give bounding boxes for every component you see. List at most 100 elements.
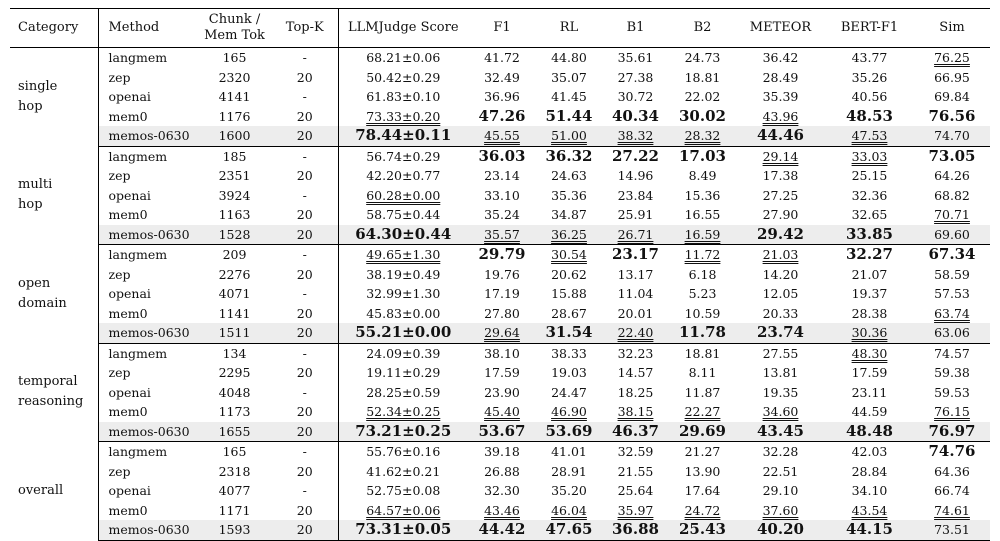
rl-value: 41.01 bbox=[551, 444, 587, 460]
table-row: memos-0630 1593 20 73.31±0.05 44.42 47.65 36.8… bbox=[10, 520, 990, 541]
meteor-value: 29.42 bbox=[757, 224, 804, 243]
b2-value: 18.81 bbox=[684, 69, 721, 85]
b2-cell: 22.02 bbox=[669, 87, 736, 107]
bert-f1-value: 43.54 bbox=[851, 502, 888, 518]
f1-cell: 19.76 bbox=[468, 265, 536, 285]
f1-cell: 29.79 bbox=[468, 245, 536, 265]
f1-value: 39.18 bbox=[484, 444, 520, 460]
category-cell: single hop bbox=[10, 47, 99, 146]
meteor-value: 21.03 bbox=[762, 247, 799, 263]
b2-cell: 15.36 bbox=[669, 186, 736, 206]
topk-cell: 20 bbox=[272, 520, 339, 541]
sim-cell: 69.84 bbox=[914, 87, 990, 107]
llmjudge-cell: 52.75±0.08 bbox=[338, 481, 468, 501]
f1-value: 44.42 bbox=[478, 520, 526, 539]
b1-value: 26.71 bbox=[617, 226, 654, 242]
sim-cell: 63.74 bbox=[914, 304, 990, 324]
rl-value: 19.03 bbox=[551, 365, 587, 381]
sim-value: 76.56 bbox=[928, 106, 976, 125]
b2-value: 15.36 bbox=[684, 187, 721, 203]
llmjudge-cell: 52.34±0.25 bbox=[338, 402, 468, 422]
b1-cell: 38.32 bbox=[602, 126, 669, 147]
bert-f1-value: 33.03 bbox=[851, 148, 888, 164]
llmjudge-cell: 73.21±0.25 bbox=[338, 421, 468, 442]
bert-f1-value: 33.85 bbox=[846, 224, 893, 243]
b2-value: 17.64 bbox=[684, 483, 721, 499]
b1-value: 13.17 bbox=[617, 266, 654, 282]
chunk-cell: 1173 bbox=[218, 404, 251, 420]
sim-value: 66.95 bbox=[934, 69, 970, 85]
bert-f1-cell: 21.07 bbox=[825, 265, 914, 285]
bert-f1-cell: 30.36 bbox=[825, 323, 914, 344]
bert-f1-value: 19.37 bbox=[851, 286, 888, 302]
bert-f1-cell: 44.15 bbox=[825, 520, 914, 541]
header-chunk: Chunk / Mem Tok bbox=[197, 8, 272, 48]
sim-value: 67.34 bbox=[928, 245, 976, 264]
rl-cell: 35.07 bbox=[536, 68, 602, 88]
b2-cell: 24.72 bbox=[669, 501, 736, 521]
header-b2: B2 bbox=[669, 8, 736, 48]
rl-cell: 44.80 bbox=[536, 48, 602, 68]
meteor-value: 12.05 bbox=[762, 286, 799, 302]
f1-value: 32.49 bbox=[484, 69, 520, 85]
sim-cell: 68.82 bbox=[914, 186, 990, 206]
b2-value: 11.72 bbox=[684, 247, 721, 263]
f1-cell: 17.59 bbox=[468, 363, 536, 383]
meteor-cell: 29.14 bbox=[736, 146, 825, 166]
rl-value: 51.00 bbox=[551, 128, 587, 144]
llmjudge-cell: 68.21±0.06 bbox=[338, 48, 468, 68]
rl-cell: 19.03 bbox=[536, 363, 602, 383]
rl-cell: 51.00 bbox=[536, 126, 602, 147]
bert-f1-value: 30.36 bbox=[851, 325, 888, 341]
rl-value: 51.44 bbox=[545, 106, 593, 125]
bert-f1-cell: 44.59 bbox=[825, 402, 914, 422]
llmjudge-cell: 60.28±0.00 bbox=[338, 186, 468, 206]
topk-cell: 20 bbox=[272, 363, 339, 383]
rl-value: 53.69 bbox=[545, 421, 593, 440]
table-row: overall langmem 165 - 55.76±0.16 39.18 41.01 32… bbox=[10, 441, 990, 540]
b1-value: 30.72 bbox=[617, 89, 654, 105]
category-label: multi bbox=[18, 177, 53, 193]
f1-value: 17.19 bbox=[484, 286, 520, 302]
sim-value: 64.26 bbox=[934, 168, 970, 184]
table-row: openai 4048 - 28.25±0.59 23.90 24.47 18.25 11.8… bbox=[10, 382, 990, 403]
llmjudge-cell: 64.57±0.06 bbox=[338, 501, 468, 521]
topk-cell: 20 bbox=[272, 106, 339, 126]
rl-value: 15.88 bbox=[551, 286, 587, 302]
bert-f1-value: 21.07 bbox=[851, 266, 888, 282]
sim-value: 68.82 bbox=[934, 187, 970, 203]
header-method: Method bbox=[98, 8, 197, 48]
b1-cell: 14.96 bbox=[602, 166, 669, 186]
bert-f1-value: 23.11 bbox=[851, 384, 888, 400]
f1-cell: 32.30 bbox=[468, 481, 536, 501]
llmjudge-cell: 45.83±0.00 bbox=[338, 304, 468, 324]
sim-value: 74.61 bbox=[934, 502, 970, 518]
chunk-cell: 165 bbox=[222, 50, 247, 66]
header-topk: Top-K bbox=[272, 8, 339, 48]
rl-cell: 41.01 bbox=[536, 442, 602, 462]
meteor-cell: 36.42 bbox=[736, 48, 825, 68]
method-cell: zep bbox=[108, 168, 131, 184]
header-rl: RL bbox=[536, 8, 602, 48]
bert-f1-value: 40.56 bbox=[851, 89, 888, 105]
bert-f1-value: 28.84 bbox=[851, 463, 888, 479]
meteor-value: 37.60 bbox=[762, 502, 799, 518]
table-row: openai 4141 - 61.83±0.10 36.96 41.45 30.72 22.0… bbox=[10, 87, 990, 107]
f1-value: 45.55 bbox=[484, 128, 520, 144]
sim-value: 74.57 bbox=[934, 345, 970, 361]
chunk-cell: 1655 bbox=[197, 421, 272, 442]
f1-cell: 27.80 bbox=[468, 304, 536, 324]
meteor-cell: 29.42 bbox=[736, 224, 825, 245]
meteor-cell: 19.35 bbox=[736, 383, 825, 403]
llmjudge-value: 61.83±0.10 bbox=[366, 89, 441, 105]
b1-cell: 32.23 bbox=[602, 343, 669, 363]
b2-value: 25.43 bbox=[679, 520, 726, 539]
b1-value: 23.17 bbox=[612, 245, 659, 264]
llmjudge-value: 64.30±0.44 bbox=[355, 224, 452, 243]
topk-cell: 20 bbox=[272, 67, 339, 87]
results-table: Category Method Chunk / Mem Tok Top-K LLM… bbox=[10, 8, 990, 541]
bert-f1-cell: 17.59 bbox=[825, 363, 914, 383]
header-meteor: METEOR bbox=[736, 8, 825, 48]
chunk-cell: 165 bbox=[222, 444, 247, 460]
bert-f1-cell: 25.15 bbox=[825, 166, 914, 186]
